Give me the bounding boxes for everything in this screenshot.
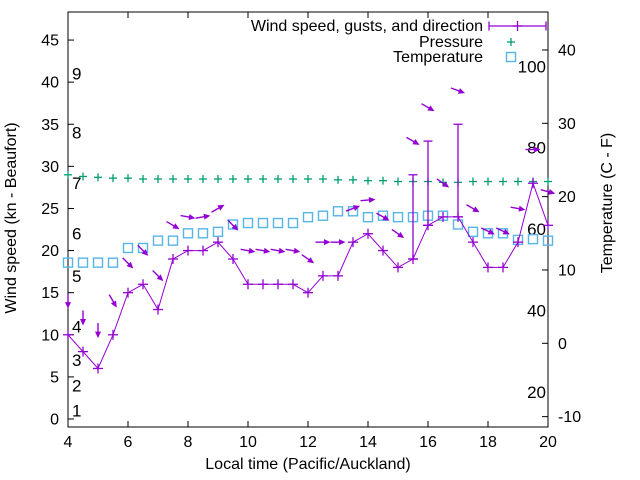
svg-text:Local time (Pacific/Auckland): Local time (Pacific/Auckland)	[205, 456, 410, 473]
svg-text:5: 5	[72, 267, 81, 286]
beaufort-scale-labels: 1 2 3 4 5 6 7 8 9	[72, 65, 81, 421]
svg-text:15: 15	[41, 285, 59, 302]
svg-text:9: 9	[72, 65, 81, 84]
wind-direction-arrows	[65, 87, 556, 339]
svg-text:1: 1	[72, 402, 81, 421]
right-tick-labels: -10 0 10 20 30 40	[558, 42, 581, 426]
svg-text:25: 25	[41, 201, 59, 218]
svg-text:Pressure: Pressure	[419, 34, 483, 51]
svg-text:8: 8	[72, 124, 81, 143]
svg-text:7: 7	[72, 174, 81, 193]
left-tick-labels: 0 5 10 15 20 25 30 35 40 45	[41, 33, 59, 429]
gust-error-bars	[408, 123, 463, 260]
svg-text:35: 35	[41, 117, 59, 134]
legend: Wind speed, gusts, and directionPressure…	[251, 18, 547, 66]
svg-text:20: 20	[558, 189, 576, 206]
svg-text:100: 100	[518, 57, 546, 76]
svg-text:4: 4	[64, 434, 73, 451]
svg-text:Wind speed (kn - Beaufort): Wind speed (kn - Beaufort)	[3, 122, 20, 313]
svg-text:20: 20	[539, 434, 557, 451]
svg-text:40: 40	[558, 42, 576, 59]
plot-axes	[67, 11, 549, 428]
svg-text:30: 30	[558, 116, 576, 133]
svg-text:0: 0	[50, 412, 59, 429]
svg-text:Wind speed, gusts, and directi: Wind speed, gusts, and direction	[251, 18, 483, 35]
svg-text:6: 6	[72, 225, 81, 244]
svg-text:16: 16	[419, 434, 437, 451]
svg-text:12: 12	[299, 434, 317, 451]
svg-text:2: 2	[72, 376, 81, 395]
svg-text:4: 4	[72, 317, 81, 336]
svg-text:Temperature (C - F): Temperature (C - F)	[599, 133, 616, 273]
svg-text:30: 30	[41, 159, 59, 176]
svg-text:18: 18	[479, 434, 497, 451]
svg-text:3: 3	[72, 351, 81, 370]
svg-text:Temperature: Temperature	[393, 49, 483, 66]
svg-text:0: 0	[558, 336, 567, 353]
x-tick-labels: 4 6 8 10 12 14 16 18 20	[64, 434, 557, 451]
svg-text:40: 40	[527, 302, 546, 321]
axis-titles: Local time (Pacific/Auckland) Wind speed …	[3, 122, 616, 473]
svg-text:20: 20	[41, 243, 59, 260]
svg-text:40: 40	[41, 75, 59, 92]
svg-text:-10: -10	[558, 409, 581, 426]
svg-text:10: 10	[41, 327, 59, 344]
svg-text:14: 14	[359, 434, 377, 451]
svg-text:10: 10	[239, 434, 257, 451]
svg-text:5: 5	[50, 369, 59, 386]
svg-text:6: 6	[124, 434, 133, 451]
svg-text:8: 8	[184, 434, 193, 451]
svg-text:45: 45	[41, 33, 59, 50]
svg-text:10: 10	[558, 262, 576, 279]
svg-text:20: 20	[527, 383, 546, 402]
